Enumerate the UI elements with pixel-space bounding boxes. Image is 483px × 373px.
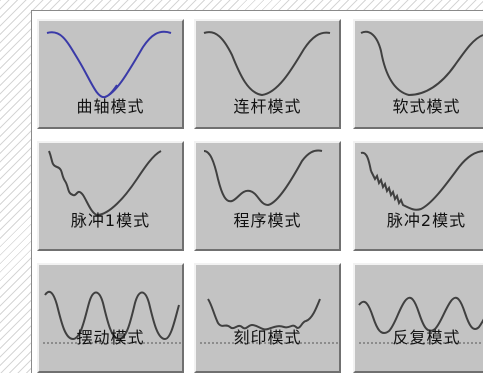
pulse1-mode-button[interactable]: 脉冲1模式	[37, 141, 184, 251]
swing-mode-button[interactable]: 摆动模式	[37, 263, 184, 373]
link-mode-button[interactable]: 连杆模式	[194, 19, 341, 129]
soft-mode-button[interactable]: 软式模式	[353, 19, 483, 129]
link-mode-label: 连杆模式	[233, 97, 302, 116]
repeat-mode-button[interactable]: 反复模式	[353, 263, 483, 373]
repeat-mode-label: 反复模式	[392, 328, 461, 347]
pulse2-curve-icon	[360, 150, 483, 211]
mode-selection-panel: 曲轴模式 连杆模式 软式模式 脉冲1模式 程序模式 脉冲2模式	[31, 10, 483, 373]
pulse2-mode-button[interactable]: 脉冲2模式	[353, 141, 483, 251]
stamp-curve-icon	[200, 298, 339, 344]
pulse1-mode-label: 脉冲1模式	[70, 211, 151, 230]
soft-mode-label: 软式模式	[392, 97, 461, 116]
stamp-mode-label: 刻印模式	[233, 328, 302, 347]
pulse1-curve-icon	[48, 150, 162, 217]
program-curve-icon	[203, 149, 323, 207]
soft-curve-icon	[360, 30, 483, 97]
crank-mode-label: 曲轴模式	[76, 97, 145, 116]
stamp-mode-button[interactable]: 刻印模式	[194, 263, 341, 373]
swing-curve-icon	[43, 290, 182, 344]
program-mode-button[interactable]: 程序模式	[194, 141, 341, 251]
swing-mode-label: 摆动模式	[76, 328, 145, 347]
crank-curve-icon	[46, 30, 172, 99]
pulse2-mode-label: 脉冲2模式	[386, 211, 467, 230]
program-mode-label: 程序模式	[233, 211, 302, 230]
crank-mode-button[interactable]: 曲轴模式	[37, 19, 184, 129]
link-curve-icon	[203, 31, 331, 97]
repeat-curve-icon	[358, 296, 483, 344]
